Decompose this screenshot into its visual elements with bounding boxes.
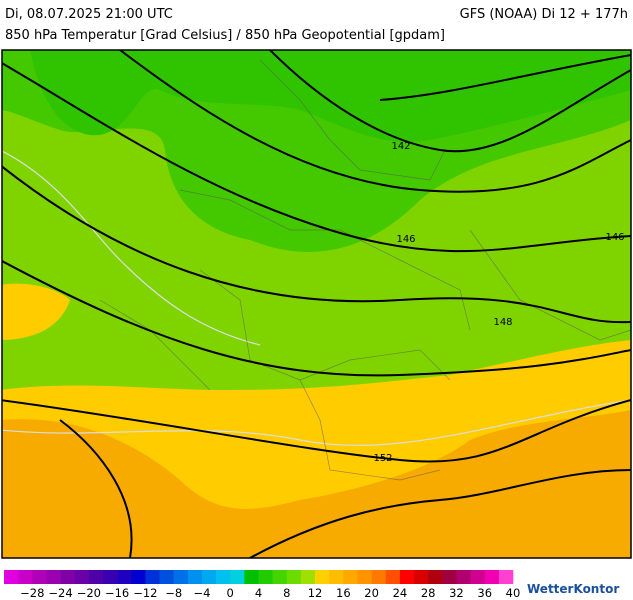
- colorbar-label: 32: [449, 586, 464, 600]
- color-swatch: [357, 570, 372, 584]
- colorbar-label: −28: [20, 586, 44, 600]
- color-swatch: [258, 570, 273, 584]
- color-swatch: [60, 570, 75, 584]
- color-swatch: [414, 570, 429, 584]
- colorbar-label: 40: [506, 586, 521, 600]
- color-swatch: [32, 570, 47, 584]
- colorbar-label: −8: [165, 586, 182, 600]
- color-swatch: [102, 570, 118, 584]
- color-swatch: [4, 570, 19, 584]
- colorbar-label: −20: [77, 586, 101, 600]
- colorbar-label: −4: [193, 586, 210, 600]
- colorbar-label: 8: [283, 586, 290, 600]
- colorbar-label: −24: [48, 586, 72, 600]
- color-swatch: [371, 570, 387, 584]
- colorbar-label: 24: [393, 586, 408, 600]
- contour-label: 152: [373, 453, 392, 464]
- colorbar-label: −16: [105, 586, 129, 600]
- color-swatch: [428, 570, 443, 584]
- color-swatch: [187, 570, 203, 584]
- color-swatch: [385, 570, 401, 584]
- color-swatch: [315, 570, 330, 584]
- color-swatch: [286, 570, 302, 584]
- color-swatch: [230, 570, 245, 584]
- contour-label: 142: [391, 141, 410, 152]
- color-swatch: [244, 570, 259, 584]
- colorbar-label: 12: [308, 586, 323, 600]
- color-swatch: [442, 570, 457, 584]
- contour-label: 146: [605, 232, 624, 243]
- color-swatch: [18, 570, 33, 584]
- colorbar-label: 16: [336, 586, 351, 600]
- colorbar-label: 20: [364, 586, 379, 600]
- color-swatch: [470, 570, 486, 584]
- color-swatch: [145, 570, 160, 584]
- color-swatch: [329, 570, 344, 584]
- color-swatch: [159, 570, 174, 584]
- color-swatch: [343, 570, 358, 584]
- colorbar-label: −12: [133, 586, 157, 600]
- color-swatch: [399, 570, 415, 584]
- color-swatch: [498, 570, 514, 584]
- color-swatch: [484, 570, 500, 584]
- colorbar: −28 −24 −20 −16 −12 −8 −4 0 4 8 12 16 20 24 28 32 36 40: [4, 570, 520, 600]
- color-swatch: [456, 570, 471, 584]
- logo: WetterKontor: [527, 582, 619, 596]
- color-swatch: [46, 570, 61, 584]
- color-swatch: [88, 570, 104, 584]
- map: 142 146 146 148 152: [1, 49, 632, 559]
- color-swatch: [300, 570, 316, 584]
- colorbar-label: 4: [255, 586, 262, 600]
- header-right: GFS (NOAA) Di 12 + 177h: [460, 7, 628, 22]
- colorbar-label: 36: [477, 586, 492, 600]
- color-swatch: [173, 570, 189, 584]
- color-swatch: [216, 570, 231, 584]
- contour-label: 148: [493, 317, 512, 328]
- color-swatch: [117, 570, 132, 584]
- color-swatch: [272, 570, 288, 584]
- color-swatch: [131, 570, 146, 584]
- subtitle: 850 hPa Temperatur [Grad Celsius] / 850 …: [5, 28, 445, 43]
- color-swatch: [201, 570, 217, 584]
- colorbar-label: 0: [227, 586, 234, 600]
- colorbar-label: 28: [421, 586, 436, 600]
- contour-label: 146: [396, 234, 415, 245]
- color-swatch: [74, 570, 90, 584]
- header-left: Di, 08.07.2025 21:00 UTC: [5, 7, 173, 22]
